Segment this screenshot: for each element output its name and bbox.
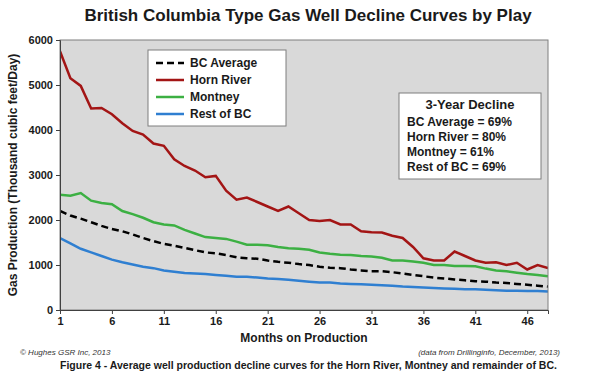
tick: 11 [159, 310, 171, 327]
tick: 6 [109, 310, 115, 327]
tick-label: 41 [470, 315, 482, 327]
tick-mark [56, 310, 60, 311]
tick: 1000 [29, 259, 60, 271]
tick-mark [320, 310, 321, 314]
axis-line [61, 311, 549, 315]
legend-label: Rest of BC [190, 107, 252, 121]
tick-label: 1000 [29, 259, 53, 271]
legend-label: BC Average [190, 56, 257, 70]
tick-label: 46 [522, 315, 534, 327]
tick: 46 [522, 310, 534, 327]
tick-label: 1 [57, 315, 63, 327]
legend-label: Montney [190, 90, 240, 104]
tick-mark [56, 130, 60, 131]
x-axis-title: Months on Production [240, 331, 367, 345]
tick: 2000 [29, 214, 60, 226]
series-line [60, 51, 548, 269]
tick: 5000 [29, 79, 60, 91]
tick: 6000 [29, 34, 60, 46]
tick: 26 [314, 310, 326, 327]
annotation-line: Montney = 61% [407, 145, 494, 159]
tick: 4000 [29, 124, 60, 136]
y-axis: 0 1000 2000 3000 4000 5000 6000 [29, 34, 61, 316]
chart: British Columbia Type Gas Well Decline C… [0, 0, 616, 390]
caption-line: Figure 4 - Average well production decli… [60, 359, 557, 371]
annotation: 3-Year Decline BC Average = 69%Horn River… [399, 93, 541, 179]
annotation-line: Rest of BC = 69% [407, 160, 506, 174]
legend-swatch [156, 62, 184, 65]
tick-mark [216, 310, 217, 314]
annotation-line: BC Average = 69% [407, 115, 512, 129]
tick-mark [164, 310, 165, 314]
copyright: © Hughes GSR Inc, 2013 [20, 348, 111, 357]
tick-label: 6 [109, 315, 115, 327]
tick-mark [56, 265, 60, 266]
tick-mark [268, 310, 269, 314]
tick-label: 4000 [29, 124, 53, 136]
tick: 3000 [29, 169, 60, 181]
axis-line [56, 41, 61, 311]
tick-mark [56, 40, 60, 41]
tick: 1 [57, 310, 63, 327]
tick-mark [423, 310, 424, 314]
tick-label: 31 [366, 315, 378, 327]
annotation-box [399, 93, 541, 179]
lines [60, 51, 548, 291]
tick-label: 11 [159, 315, 171, 327]
tick: 16 [210, 310, 222, 327]
plot-frame [60, 40, 548, 310]
legend-swatch [156, 79, 184, 82]
tick-label: 36 [418, 315, 430, 327]
series-line [60, 238, 548, 292]
tick-mark [56, 175, 60, 176]
legend-label: Horn River [190, 73, 252, 87]
tick-label: 2000 [29, 214, 53, 226]
plot-area [60, 40, 548, 310]
tick-mark [112, 310, 113, 314]
tick-mark [56, 85, 60, 86]
legend-swatch [156, 96, 184, 99]
series-line [60, 211, 548, 287]
x-axis: 161116212631364146 [57, 310, 548, 327]
annotation-title: 3-Year Decline [426, 97, 515, 112]
tick: 36 [418, 310, 430, 327]
tick: 21 [262, 310, 274, 327]
tick-label: 0 [47, 304, 53, 316]
tick: 31 [366, 310, 378, 327]
legend: BC Average Horn River Montney Rest of BC [148, 50, 286, 126]
tick-mark [56, 220, 60, 221]
legend-box [148, 50, 286, 126]
tick-label: 16 [210, 315, 222, 327]
tick-mark [371, 310, 372, 314]
y-axis-title: Gas Production (Thousand cubic feet/Day) [6, 54, 20, 297]
tick-label: 6000 [29, 34, 53, 46]
legend-swatch [156, 113, 184, 116]
tick-mark [60, 310, 61, 314]
tick-mark [527, 310, 528, 314]
tick-label: 5000 [29, 79, 53, 91]
tick-label: 26 [314, 315, 326, 327]
title: British Columbia Type Gas Well Decline C… [84, 6, 532, 25]
tick-label: 21 [262, 315, 274, 327]
annotation-line: Horn River = 80% [407, 130, 506, 144]
caption: Figure 4 - Average well production decli… [60, 359, 557, 371]
tick-label: 3000 [29, 169, 53, 181]
tick: 41 [470, 310, 482, 327]
tick-mark [475, 310, 476, 314]
source: (data from Drillinginfo, December, 2013) [418, 348, 560, 357]
